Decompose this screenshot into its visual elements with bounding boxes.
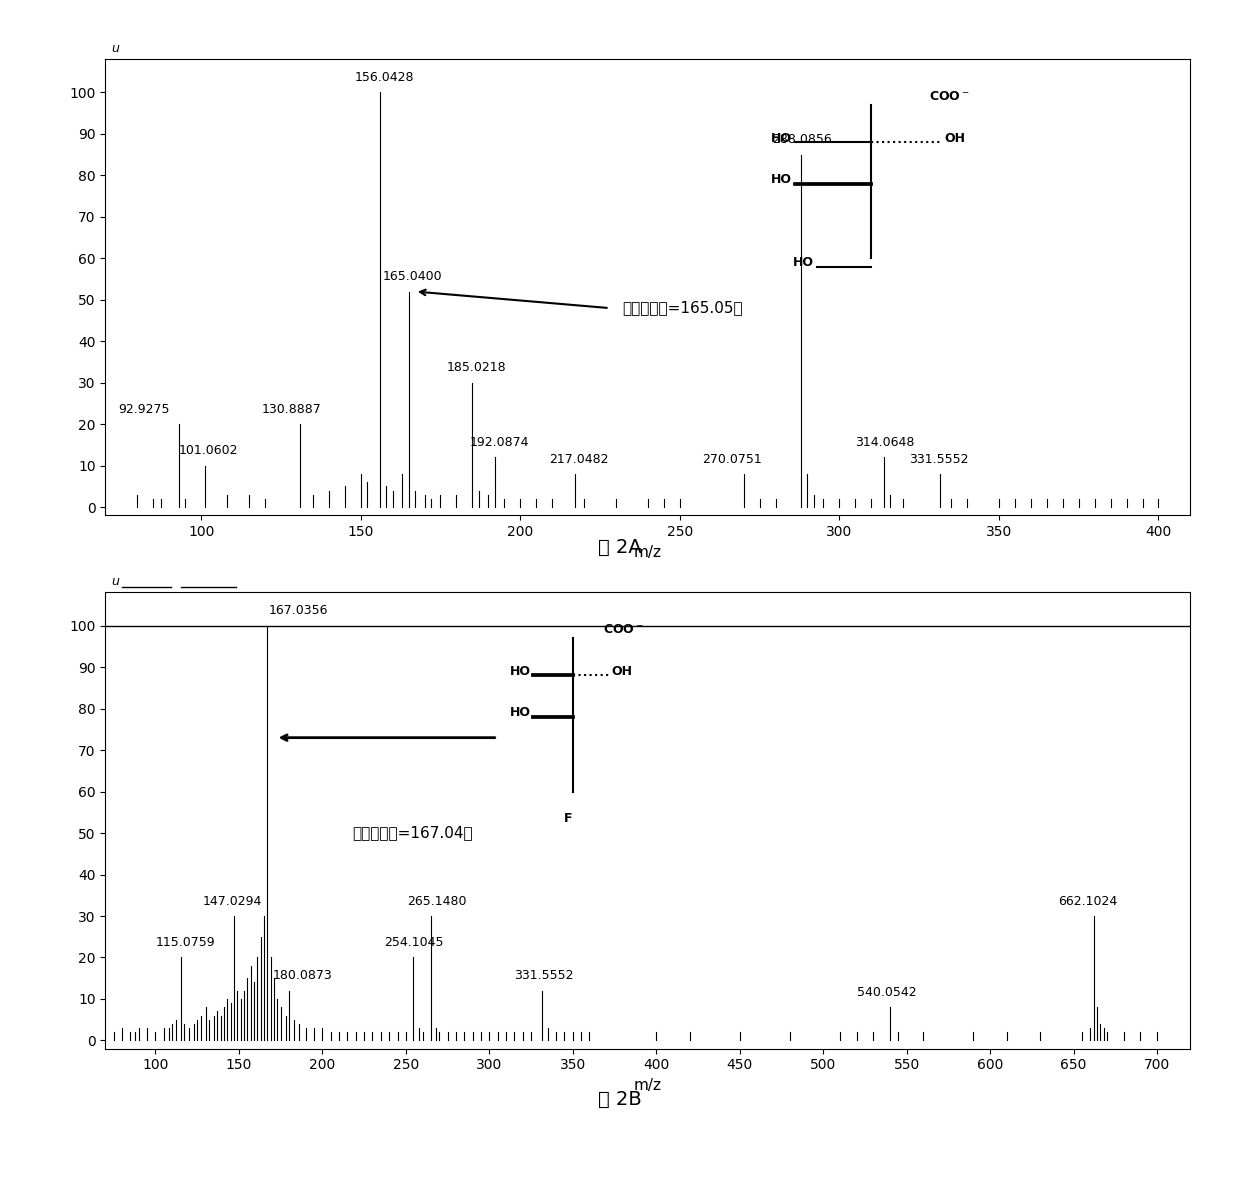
Text: 115.0759: 115.0759: [155, 936, 215, 949]
Text: 180.0873: 180.0873: [273, 969, 332, 982]
Text: F: F: [563, 813, 572, 825]
Text: 288.0856: 288.0856: [773, 134, 832, 147]
Text: HO: HO: [510, 665, 531, 678]
Text: 156.0428: 156.0428: [355, 71, 414, 84]
Text: 147.0294: 147.0294: [202, 895, 262, 908]
Text: 662.1024: 662.1024: [1059, 895, 1117, 908]
Text: 图 2B: 图 2B: [598, 1090, 642, 1109]
Text: HO: HO: [792, 256, 813, 269]
Text: 314.0648: 314.0648: [856, 436, 915, 449]
X-axis label: m/z: m/z: [634, 545, 662, 559]
Text: 185.0218: 185.0218: [446, 361, 506, 374]
Text: COO$^-$: COO$^-$: [603, 623, 644, 636]
Text: u: u: [110, 41, 119, 55]
Text: HO: HO: [770, 132, 791, 145]
Text: 254.1045: 254.1045: [384, 936, 444, 949]
Text: u: u: [110, 575, 119, 588]
Text: 270.0751: 270.0751: [702, 453, 761, 466]
Text: OH: OH: [945, 132, 966, 145]
Text: 265.1480: 265.1480: [408, 895, 467, 908]
Text: 130.8887: 130.8887: [262, 403, 321, 416]
Text: 165.0400: 165.0400: [383, 270, 443, 283]
Text: 理论分子量=165.05。: 理论分子量=165.05。: [622, 301, 743, 315]
Text: 理论分子量=167.04。: 理论分子量=167.04。: [352, 826, 474, 840]
Text: 192.0874: 192.0874: [469, 436, 528, 449]
Text: COO$^-$: COO$^-$: [929, 90, 970, 103]
Text: 图 2A: 图 2A: [598, 538, 642, 557]
Text: 217.0482: 217.0482: [549, 453, 609, 466]
Text: HO: HO: [770, 173, 791, 186]
Text: 92.9275: 92.9275: [118, 403, 170, 416]
X-axis label: m/z: m/z: [634, 1078, 662, 1093]
Text: HO: HO: [510, 706, 531, 719]
Text: 101.0602: 101.0602: [179, 444, 238, 457]
Text: 540.0542: 540.0542: [857, 986, 916, 999]
Text: 167.0356: 167.0356: [269, 604, 329, 617]
Text: 331.5552: 331.5552: [910, 453, 970, 466]
Text: 331.5552: 331.5552: [515, 969, 574, 982]
Text: OH: OH: [611, 665, 632, 678]
